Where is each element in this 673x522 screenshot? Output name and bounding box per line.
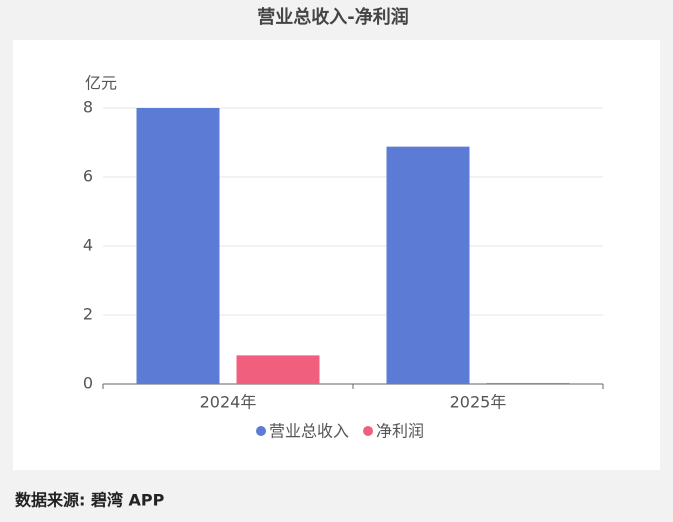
legend-label: 净利润 <box>376 422 424 441</box>
bar <box>386 146 470 384</box>
legend-marker <box>256 426 266 436</box>
bar <box>136 108 220 384</box>
y-tick-label: 6 <box>83 167 93 186</box>
y-tick-label: 8 <box>83 98 93 117</box>
panel <box>13 40 660 470</box>
legend-label: 营业总收入 <box>269 422 349 441</box>
x-tick-label: 2025年 <box>450 393 507 412</box>
y-tick-label: 2 <box>83 305 93 324</box>
x-tick-label: 2024年 <box>200 393 257 412</box>
legend-marker <box>363 426 374 436</box>
footer: 数据来源: 碧湾 APP <box>15 491 165 510</box>
bar <box>236 355 320 384</box>
y-tick-label: 4 <box>83 236 93 255</box>
y-unit: 亿元 <box>85 74 117 93</box>
chart-title: 营业总收入-净利润 <box>257 6 408 28</box>
bar <box>486 382 570 384</box>
y-tick-label: 0 <box>83 374 93 393</box>
